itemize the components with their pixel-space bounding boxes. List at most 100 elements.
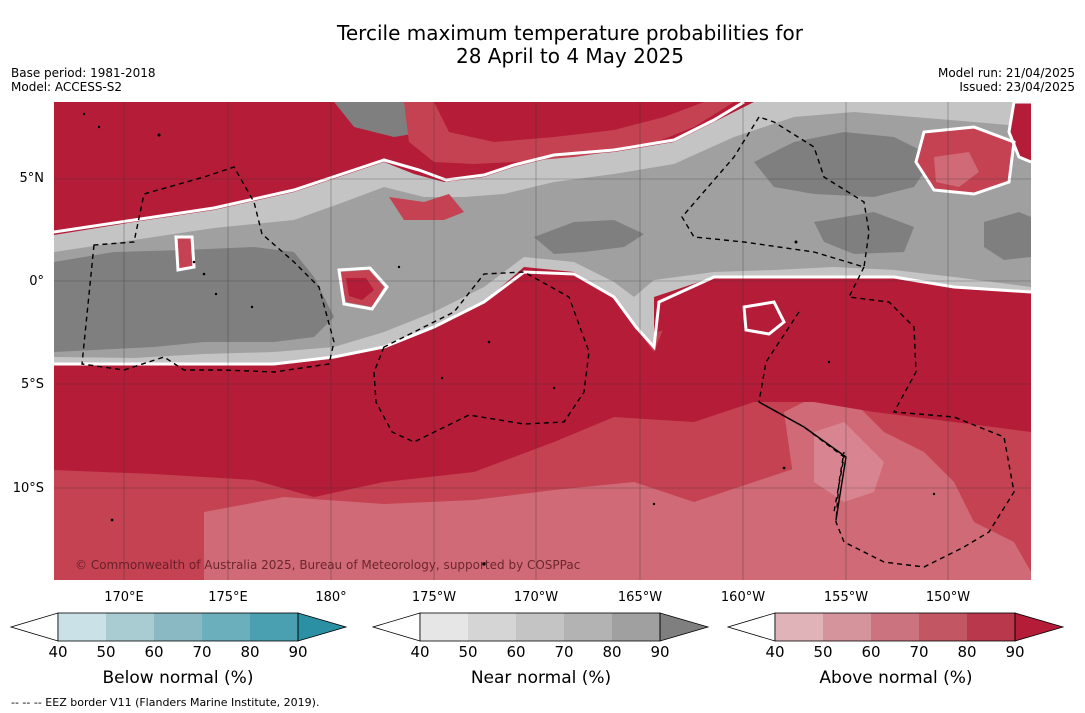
colorbar-near-seg-2 — [468, 613, 516, 641]
lon-label-180: 180° — [315, 590, 347, 605]
lon-label-165w: 165°W — [617, 590, 663, 605]
island-speck — [202, 272, 206, 276]
colorbar-above-tri-left — [727, 612, 776, 642]
model-name: Model: ACCESS-S2 — [11, 80, 123, 94]
colorbar-below-tri-left — [10, 612, 59, 642]
cbar-above-tick-60: 60 — [861, 643, 881, 661]
colorbar-near-seg-1 — [420, 613, 468, 641]
colorbar-above-svg — [727, 612, 1065, 642]
colorbar-below-seg-5 — [250, 613, 298, 641]
cbar-above-title: Above normal (%) — [819, 668, 973, 688]
cbar-below-tick-80: 80 — [240, 643, 260, 661]
issued-date: Issued: 23/04/2025 — [959, 80, 1075, 94]
colorbar-near-frame — [419, 612, 661, 642]
colorbar-below-seg-3 — [154, 613, 202, 641]
island-speck — [250, 305, 254, 309]
copyright-notice: © Commonwealth of Australia 2025, Bureau… — [75, 558, 581, 572]
island-speck — [157, 133, 161, 137]
contour-patch-west — [174, 235, 196, 272]
colorbar-above-seg-4 — [919, 613, 967, 641]
lon-label-170w: 170°W — [513, 590, 559, 605]
above-north-west — [54, 102, 384, 227]
eez-solid-border — [758, 401, 847, 521]
base-period: Base period: 1981-2018 — [11, 66, 156, 80]
colorbar-below-frame — [57, 612, 299, 642]
above-north-center — [419, 102, 704, 152]
colorbar-below-seg-2 — [106, 613, 154, 641]
eez-cook — [835, 266, 1015, 568]
graticule — [54, 102, 1031, 580]
cbar-above-tick-50: 50 — [813, 643, 833, 661]
above-south-equator-band — [54, 272, 1031, 497]
near-dark-east-3 — [814, 212, 914, 254]
cbar-near-tick-50: 50 — [458, 643, 478, 661]
island-speck — [487, 340, 491, 344]
model-run: Model run: 21/04/2025 — [937, 66, 1075, 80]
island-speck — [827, 360, 831, 364]
near-dark-east — [754, 132, 934, 197]
lat-label-5s: 5°S — [20, 377, 44, 392]
contour-patch-ne — [914, 125, 1016, 196]
map-svg — [54, 102, 1031, 580]
colorbar-above-seg-3 — [871, 613, 919, 641]
colorbar-below-seg-1 — [58, 613, 106, 641]
near-dark-east-2 — [984, 212, 1031, 260]
cbar-near-tick-90: 90 — [650, 643, 670, 661]
island-speck — [214, 292, 218, 296]
cbar-below-tick-90: 90 — [288, 643, 308, 661]
cbar-near-tick-60: 60 — [506, 643, 526, 661]
eez-kiribati-gilbert — [81, 166, 335, 373]
cbar-near-tick-70: 70 — [554, 643, 574, 661]
lon-label-175e: 175°E — [208, 590, 248, 605]
lon-label-150w: 150°W — [925, 590, 971, 605]
cbar-near-tick-40: 40 — [410, 643, 430, 661]
meta-left: Base period: 1981-2018 Model: ACCESS-S2 — [11, 66, 156, 94]
cbar-above-tick-90: 90 — [1005, 643, 1025, 661]
near-dark-center — [534, 220, 644, 254]
contour-patch-east — [742, 300, 786, 336]
above-patch-center — [389, 194, 464, 220]
island-speck — [440, 376, 444, 380]
above-patch-equator-inner — [346, 278, 374, 300]
lat-label-10s: 10°S — [12, 481, 44, 496]
island-speck — [794, 240, 798, 244]
cbar-below-tick-70: 70 — [192, 643, 212, 661]
islands — [82, 112, 936, 566]
colorbar-above-tri-right — [1014, 612, 1065, 642]
lon-label-155w: 155°W — [823, 590, 869, 605]
lon-label-170e: 170°E — [104, 590, 144, 605]
lon-label-160w: 160°W — [720, 590, 766, 605]
cbar-below-tick-60: 60 — [144, 643, 164, 661]
probability-map[interactable] — [54, 102, 1031, 580]
colorbar-near-svg — [372, 612, 710, 642]
cbar-near-title: Near normal (%) — [470, 668, 612, 688]
island-speck — [652, 502, 656, 506]
colorbar-near-seg-3 — [516, 613, 564, 641]
above-lightest-patch — [814, 422, 884, 502]
colorbar-above-seg-2 — [823, 613, 871, 641]
colorbar-above-seg-1 — [775, 613, 823, 641]
lat-label-5n: 5°N — [19, 171, 45, 186]
eez-line-islands — [681, 116, 870, 268]
contour-north — [54, 102, 745, 234]
contour-ne-edge — [1007, 102, 1031, 164]
colorbar-near-tri-right — [659, 612, 710, 642]
title-line-1: Tercile maximum temperature probabilitie… — [337, 21, 803, 45]
colorbar-above — [727, 612, 1067, 644]
island-speck — [82, 112, 86, 116]
map-title: Tercile maximum temperature probabilitie… — [0, 22, 1085, 68]
cbar-near-tick-80: 80 — [602, 643, 622, 661]
island-speck — [97, 125, 101, 129]
above-north-center-light — [404, 102, 734, 164]
title-line-2: 28 April to 4 May 2025 — [456, 44, 684, 68]
cbar-above-tick-80: 80 — [957, 643, 977, 661]
cbar-below-tick-40: 40 — [48, 643, 68, 661]
island-speck — [397, 265, 401, 269]
contour-patch-eq — [337, 266, 389, 311]
colorbar-above-seg-5 — [967, 613, 1015, 641]
colorbar-below — [10, 612, 350, 644]
colorbar-below-seg-4 — [202, 613, 250, 641]
colorbar-below-svg — [10, 612, 348, 642]
eez-legend-note: -- -- -- EEZ border V11 (Flanders Marine… — [11, 696, 320, 709]
cbar-above-tick-70: 70 — [909, 643, 929, 661]
